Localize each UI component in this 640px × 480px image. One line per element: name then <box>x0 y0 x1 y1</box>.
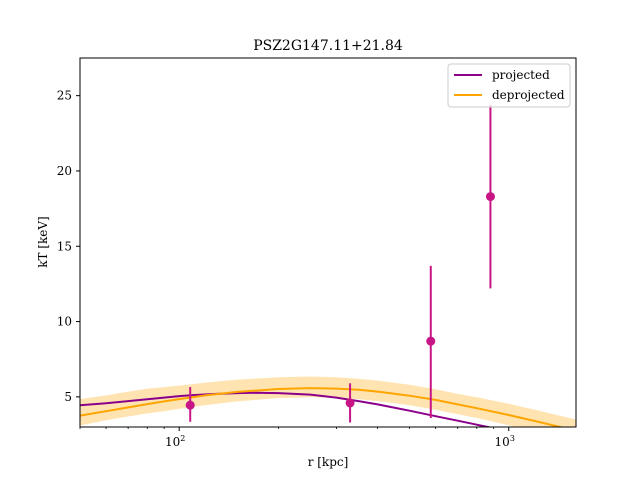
legend-label-deprojected: deprojected <box>492 88 565 102</box>
x-tick-label: 102 <box>165 434 185 449</box>
y-tick-label: 10 <box>57 315 72 329</box>
y-tick-label: 15 <box>57 239 72 253</box>
data-point-2 <box>345 398 355 408</box>
confidence-band-deprojected <box>80 376 576 427</box>
x-axis-label: r [kpc] <box>308 455 349 469</box>
legend: projected deprojected <box>447 63 571 108</box>
axes-frame <box>79 57 577 428</box>
data-point-3 <box>426 336 436 346</box>
axis-ticks: 5 10 15 20 25 102 103 <box>57 89 515 449</box>
data-point-4 <box>485 192 495 202</box>
series-line-deprojected <box>80 387 565 427</box>
legend-label-projected: projected <box>492 68 550 82</box>
data-point-1 <box>185 400 195 410</box>
chart-title: PSZ2G147.11+21.84 <box>253 38 403 54</box>
y-tick-label: 25 <box>57 89 72 103</box>
series-line-projected <box>80 391 493 427</box>
x-tick-label: 103 <box>495 434 515 449</box>
y-tick-label: 20 <box>57 164 72 178</box>
y-axis-label: kT [keV] <box>36 216 50 268</box>
y-tick-label: 5 <box>64 390 72 404</box>
plot-area <box>80 104 576 427</box>
